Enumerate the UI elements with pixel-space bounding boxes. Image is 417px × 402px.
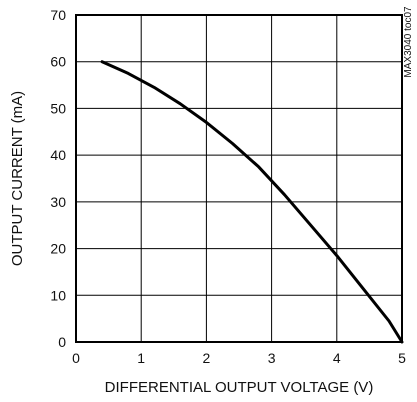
x-tick-label: 5: [398, 350, 406, 366]
y-tick-label: 30: [50, 194, 66, 210]
x-tick-label: 0: [72, 350, 80, 366]
x-tick-labels: 0 1 2 3 4 5: [72, 350, 406, 366]
x-tick-label: 2: [203, 350, 211, 366]
y-tick-label: 0: [58, 334, 66, 350]
plot-frame: [75, 14, 403, 343]
series-line: [100, 60, 404, 344]
x-tick-label: 3: [268, 350, 276, 366]
y-tick-labels: 0 10 20 30 40 50 60 70: [50, 7, 66, 350]
y-tick-label: 50: [50, 100, 66, 116]
x-axis-title: DIFFERENTIAL OUTPUT VOLTAGE (V): [105, 379, 374, 396]
y-axis-title: OUTPUT CURRENT (mA): [9, 91, 26, 266]
chart-reference-annotation: MAX3040 toc07: [403, 6, 414, 78]
y-tick-label: 20: [50, 241, 66, 257]
y-tick-label: 40: [50, 147, 66, 163]
x-tick-label: 4: [333, 350, 341, 366]
y-tick-label: 60: [50, 54, 66, 70]
y-tick-label: 70: [50, 7, 66, 23]
x-tick-label: 1: [137, 350, 145, 366]
grid: [76, 15, 402, 342]
y-tick-label: 10: [50, 287, 66, 303]
